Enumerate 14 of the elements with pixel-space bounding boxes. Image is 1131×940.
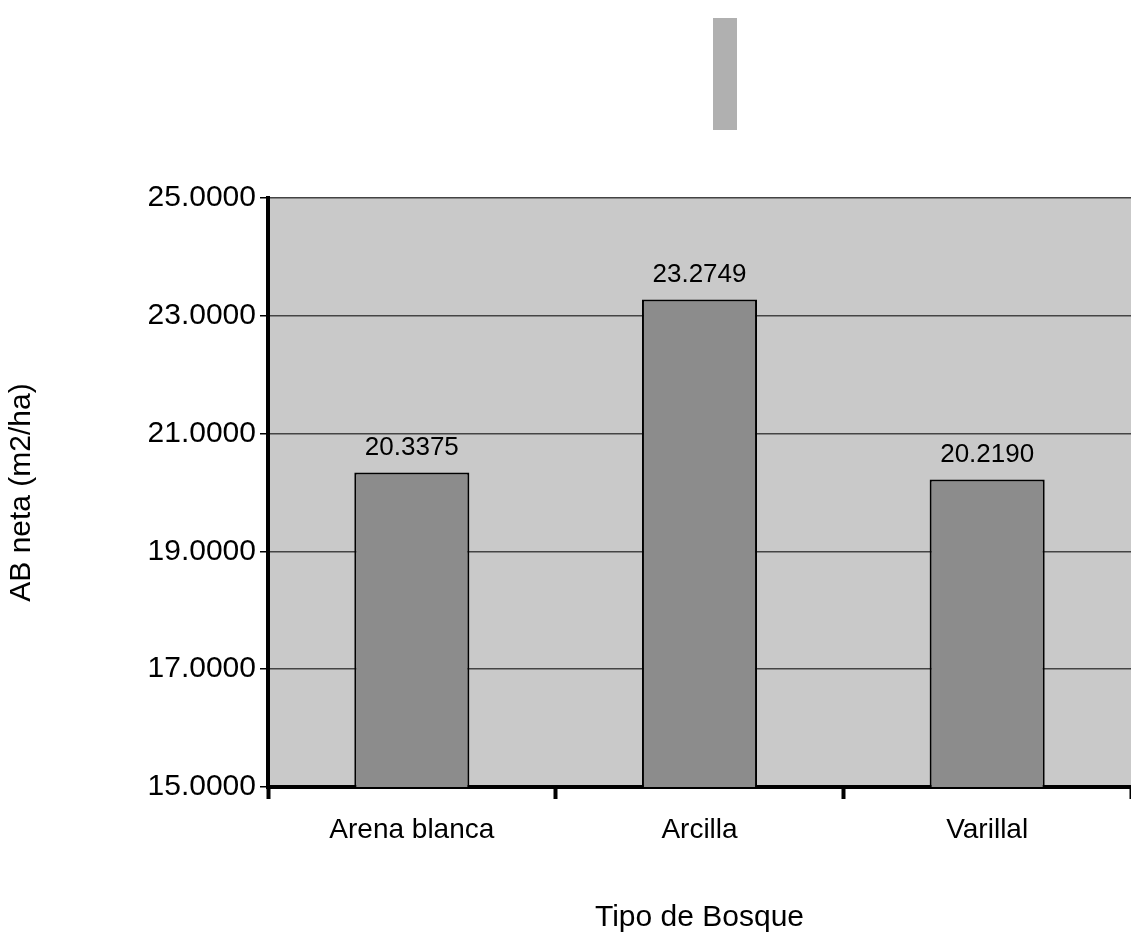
- y-tick-label: 25.0000: [147, 179, 256, 213]
- data-label: 20.2190: [940, 437, 1035, 468]
- y-tick-label: 23.0000: [147, 297, 256, 331]
- x-tick-label: Varillal: [946, 812, 1029, 844]
- y-axis-title: AB neta (m2/ha): [3, 383, 37, 602]
- x-tick-label: Arena blanca: [329, 812, 495, 844]
- data-label: 23.2749: [652, 257, 747, 288]
- x-tick-label: Arcilla: [661, 812, 739, 844]
- x-axis-title: Tipo de Bosque: [594, 899, 805, 933]
- data-label: 20.3375: [364, 430, 459, 461]
- y-tick-label: 17.0000: [147, 650, 256, 684]
- y-tick-label: 21.0000: [147, 414, 256, 448]
- y-tick-label: 15.0000: [147, 768, 256, 802]
- y-tick-label: 19.0000: [147, 532, 256, 566]
